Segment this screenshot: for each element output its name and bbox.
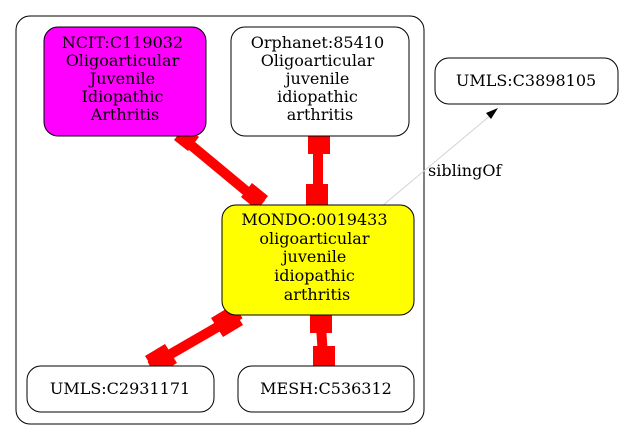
edge-ncit-mondo [174,126,268,210]
node-label: UMLS:C3898105 [456,71,596,90]
node-umls-c2931171[interactable]: UMLS:C2931171 [26,365,215,413]
node-ncit-c119032[interactable]: NCIT:C119032 Oligoarticular Juvenile Idi… [43,26,207,137]
cluster-box [15,15,425,425]
edge-mondo-mesh-c536312 [310,311,335,371]
node-label: NCIT:C119032 Oligoarticular Juvenile Idi… [62,33,188,124]
edge-sibling-of: siblingOf [381,108,502,207]
node-mesh-c536312[interactable]: MESH:C536312 [237,365,415,413]
edge-mondo-umls-c2931171 [145,306,243,375]
node-label: UMLS:C2931171 [50,379,190,398]
node-label: MONDO:0019433 oligoarticular juvenile id… [241,210,392,304]
arrowhead-icon [486,108,498,119]
node-orphanet-85410[interactable]: Orphanet:85410 Oligoarticular juvenile i… [230,26,410,137]
node-umls-c3898105[interactable]: UMLS:C3898105 [434,57,619,105]
node-mondo-0019433[interactable]: MONDO:0019433 oligoarticular juvenile id… [221,204,415,316]
node-label: Orphanet:85410 Oligoarticular juvenile i… [251,33,389,124]
edge-label-sibling-of: siblingOf [428,161,502,180]
node-label: MESH:C536312 [260,379,392,398]
edge-orphanet-mondo [306,132,330,208]
